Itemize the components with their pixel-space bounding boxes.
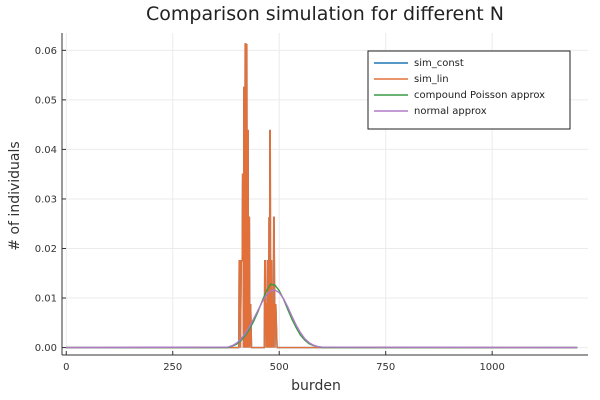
x-tick-label: 0	[63, 362, 69, 373]
y-axis-label: # of individuals	[7, 141, 23, 250]
y-tick-label: 0.06	[35, 46, 57, 57]
y-tick-label: 0.05	[35, 95, 57, 106]
legend-entry: compound Poisson approx	[414, 90, 545, 101]
series-line-normal-approx	[66, 289, 578, 349]
legend: sim_const sim_lin compound Poisson approx n…	[367, 50, 571, 130]
y-tick-label: 0.01	[35, 294, 57, 305]
y-tick-label: 0.03	[35, 194, 57, 205]
axes	[61, 33, 588, 356]
series-layer	[66, 43, 578, 349]
y-tick-label: 0.02	[35, 244, 57, 255]
x-tick-label: 1000	[479, 362, 504, 373]
series-line-compound-poisson-approx	[66, 283, 578, 349]
chart-title: Comparison simulation for different N	[146, 3, 504, 25]
x-tick-label: 250	[163, 362, 182, 373]
y-tick-label: 0.00	[35, 343, 57, 354]
legend-box	[367, 50, 571, 130]
ticks: 0 250 500 750 1000 0.00 0.01 0.02 0.03 0.04 0.05 0.…	[35, 46, 505, 373]
series-line-sim-lin	[66, 43, 578, 349]
y-tick-label: 0.04	[35, 145, 57, 156]
legend-entry: normal approx	[414, 106, 487, 117]
x-tick-label: 750	[376, 362, 395, 373]
x-tick-label: 500	[270, 362, 289, 373]
legend-entry: sim_lin	[414, 74, 449, 85]
legend-entry: sim_const	[414, 58, 464, 69]
x-axis-label: burden	[291, 378, 341, 394]
